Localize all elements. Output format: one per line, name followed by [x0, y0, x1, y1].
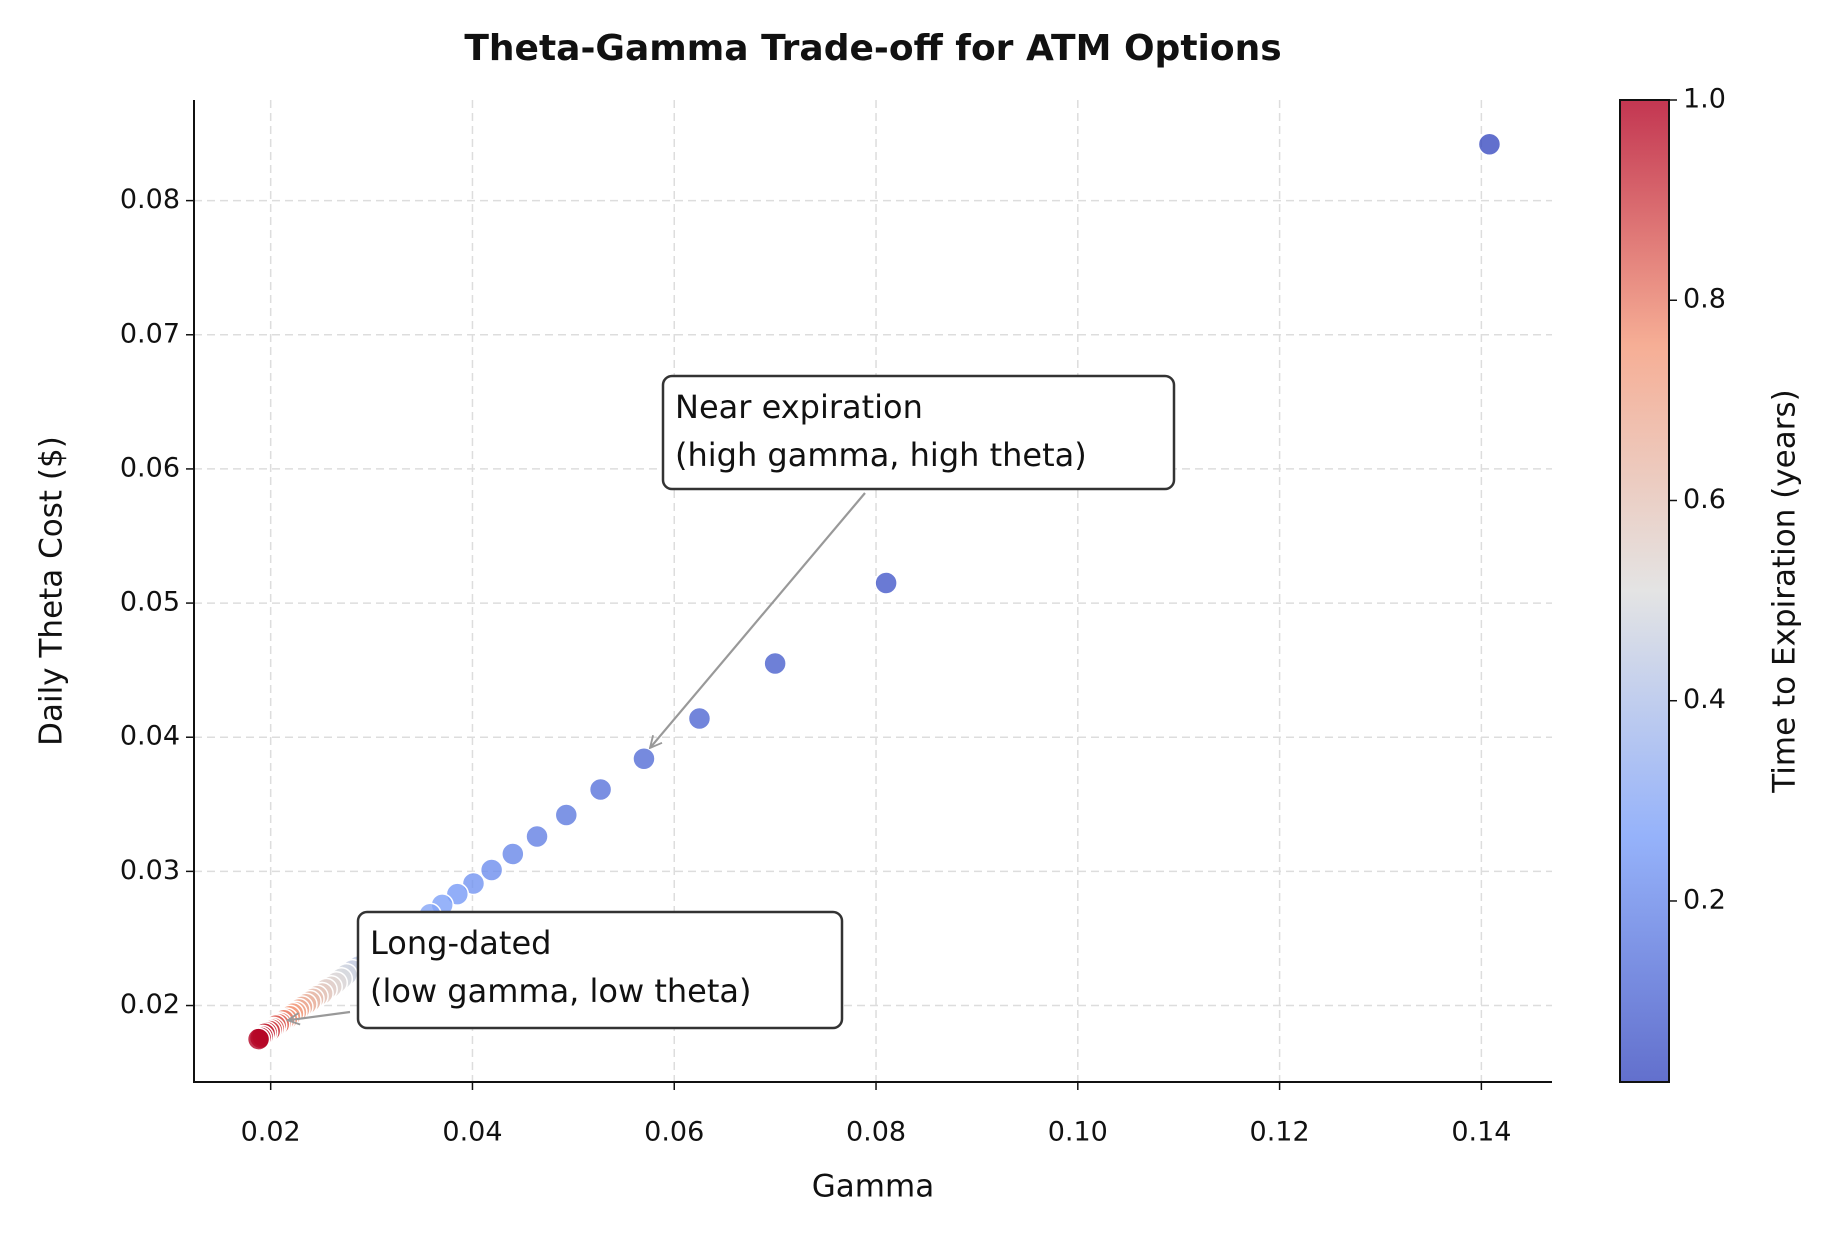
- annotation-box: [356, 910, 844, 1030]
- annotation-text: Near expiration: [675, 388, 923, 426]
- point: [874, 571, 898, 595]
- x-tick-label: 0.12: [1250, 1117, 1310, 1148]
- annotation-box: [661, 374, 1176, 491]
- colorbar-tick-label: 0.6: [1683, 484, 1726, 515]
- colorbar-tick-label: 0.8: [1683, 284, 1726, 315]
- x-tick-label: 0.14: [1451, 1117, 1511, 1148]
- point: [525, 824, 549, 849]
- chart-title: Theta-Gamma Trade-off for ATM Options: [464, 28, 1281, 69]
- point: [246, 1027, 271, 1051]
- annotation-text: Long-dated: [370, 924, 551, 962]
- y-tick-label: 0.06: [120, 452, 180, 483]
- colorbar: [1619, 99, 1670, 1083]
- point: [479, 858, 504, 882]
- x-tick-label: 0.06: [644, 1117, 704, 1148]
- point: [687, 706, 712, 731]
- y-tick-label: 0.03: [120, 855, 180, 886]
- x-tick-label: 0.02: [241, 1117, 301, 1148]
- colorbar-tick-label: 0.2: [1683, 884, 1726, 915]
- x-tick-label: 0.10: [1048, 1117, 1108, 1148]
- x-tick-label: 0.04: [442, 1117, 502, 1148]
- point: [554, 803, 579, 827]
- x-tick-label: 0.08: [846, 1117, 906, 1148]
- annotation-text: (low gamma, low theta): [370, 972, 751, 1010]
- y-axis-label: Daily Theta Cost ($): [34, 436, 70, 746]
- y-tick-label: 0.02: [120, 989, 180, 1020]
- y-tick-label: 0.05: [120, 587, 180, 618]
- colorbar-label: Time to Expiration (years): [1767, 389, 1803, 793]
- point: [763, 651, 787, 676]
- point: [1477, 132, 1502, 157]
- point: [632, 746, 656, 771]
- y-tick-label: 0.04: [120, 721, 180, 752]
- annotation-text: (high gamma, high theta): [675, 436, 1087, 474]
- point: [588, 777, 613, 802]
- y-tick-label: 0.07: [120, 318, 180, 349]
- colorbar-tick-label: 0.4: [1683, 684, 1726, 715]
- annotation-arrow: [650, 492, 866, 748]
- x-axis-label: Gamma: [812, 1169, 934, 1205]
- point: [501, 842, 525, 866]
- y-tick-label: 0.08: [120, 184, 180, 215]
- annotation-arrow: [288, 1010, 351, 1020]
- colorbar-tick-label: 1.0: [1683, 84, 1726, 115]
- axes: [193, 100, 1552, 1083]
- point: [461, 871, 486, 896]
